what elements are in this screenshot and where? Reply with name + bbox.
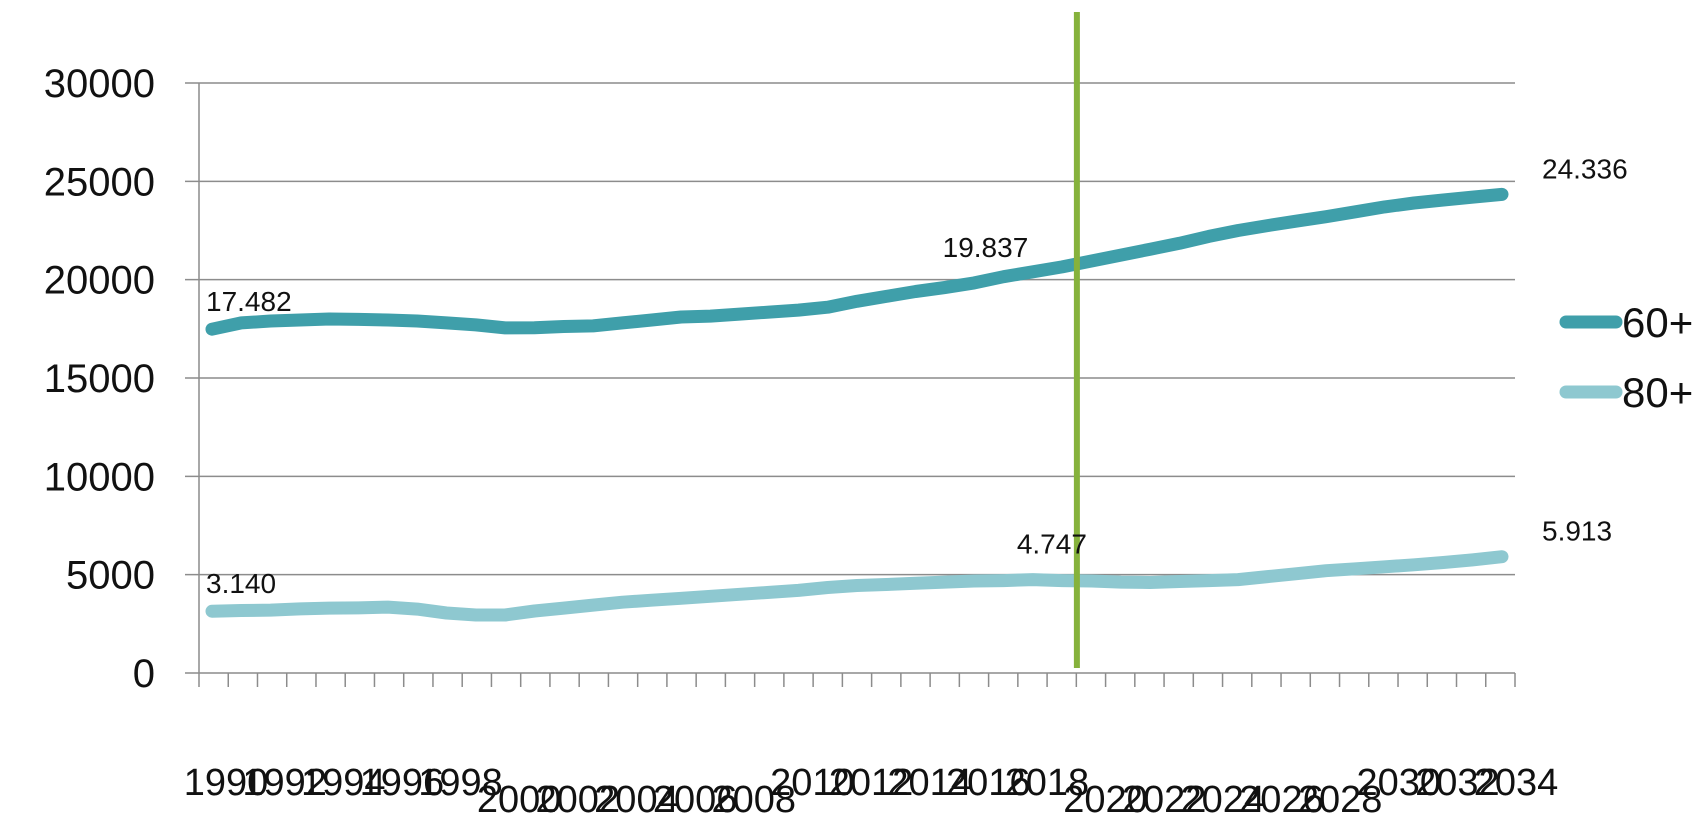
x-tick-label: 2014 (887, 762, 972, 804)
data-label: 3.140 (206, 568, 276, 599)
y-tick-label: 15000 (44, 357, 155, 401)
x-tick-label: 2022 (1122, 779, 1207, 819)
x-tick-label: 2034 (1474, 762, 1559, 804)
y-axis-tick-labels: 0 5000 10000 15000 20000 25000 30000 (44, 62, 155, 696)
data-labels: 17.482 19.837 24.336 3.140 4.747 5.913 (206, 153, 1628, 599)
x-tick-label: 2032 (1415, 762, 1500, 804)
x-tick-label: 2020 (1063, 779, 1148, 819)
data-label: 4.747 (1017, 529, 1087, 560)
x-tick-label: 2030 (1356, 762, 1441, 804)
x-tick-label: 1990 (184, 762, 269, 804)
x-tick-label: 1998 (418, 762, 503, 804)
x-axis-tick-labels: 1990199219941996199820002002200420062008… (184, 762, 1559, 819)
series-line-80plus (205, 550, 1509, 622)
y-tick-label: 5000 (66, 554, 155, 598)
x-tick-label: 1994 (301, 762, 386, 804)
x-tick-label: 2024 (1181, 779, 1266, 819)
x-tick-label: 2018 (1005, 762, 1090, 804)
gridlines (185, 82, 1515, 576)
x-tick-label: 2008 (711, 779, 796, 819)
series-lines (205, 187, 1509, 622)
x-tick-label: 1992 (242, 762, 327, 804)
x-tick-label: 2000 (477, 779, 562, 819)
data-label: 5.913 (1542, 516, 1612, 547)
x-tick-label: 1996 (360, 762, 445, 804)
series-line-60plus (205, 187, 1509, 336)
y-tick-label: 0 (133, 652, 155, 696)
x-tick-label: 2010 (770, 762, 855, 804)
data-label: 19.837 (943, 232, 1029, 263)
legend: 60+80+ (1559, 299, 1693, 416)
legend-label: 60+ (1622, 299, 1693, 346)
x-tick-label: 2016 (946, 762, 1031, 804)
y-tick-label: 25000 (44, 160, 155, 204)
y-tick-label: 30000 (44, 62, 155, 106)
x-tick-label: 2002 (536, 779, 621, 819)
y-tick-label: 20000 (44, 259, 155, 303)
y-tick-label: 10000 (44, 455, 155, 499)
x-tick-label: 2026 (1239, 779, 1324, 819)
x-tick-label: 2028 (1298, 779, 1383, 819)
data-label: 17.482 (206, 286, 292, 317)
x-tick-label: 2006 (653, 779, 738, 819)
x-tick-label: 2012 (829, 762, 914, 804)
x-axis (185, 83, 1516, 687)
x-tick-label: 2004 (594, 779, 679, 819)
data-label: 24.336 (1542, 153, 1628, 184)
legend-label: 80+ (1622, 369, 1693, 416)
